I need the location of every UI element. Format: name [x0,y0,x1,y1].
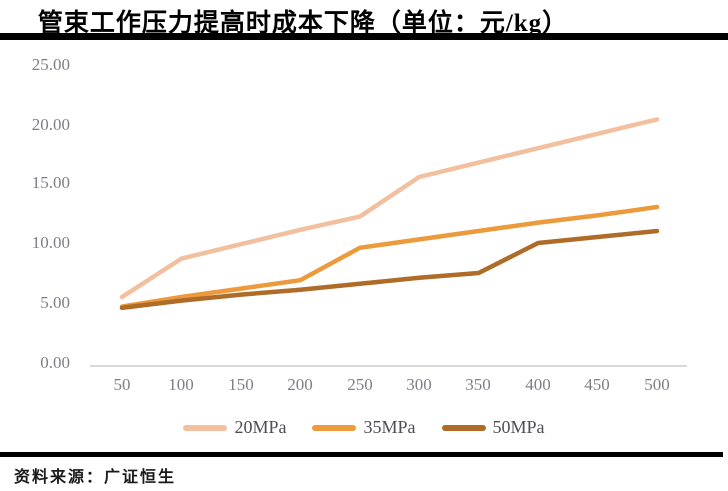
series-line-35MPa [119,204,660,309]
chart-title: 管束工作压力提高时成本下降（单位：元/kg） [37,10,569,37]
legend-item-20mpa: 20MPa [183,417,286,438]
legend-swatch-35mpa [312,424,357,431]
legend-label-20mpa: 20MPa [234,417,287,437]
series-line-20MPa [119,117,660,300]
x-tick-label: 400 [525,375,551,394]
x-tick-label: 350 [465,375,491,394]
legend: 20MPa 35MPa 50MPa [0,417,728,438]
y-tick-label: 15.00 [31,173,70,192]
x-tick-label: 250 [347,375,373,394]
x-tick-label: 50 [113,375,131,394]
y-tick-label: 0.00 [40,353,70,372]
x-axis-line [90,365,687,367]
y-tick-label: 20.00 [31,115,70,134]
x-tick-label: 300 [406,375,432,394]
x-tick-label: 100 [168,375,194,394]
y-tick-label: 10.00 [31,233,70,252]
title-divider-rule [0,33,728,40]
series-line-50MPa [119,228,660,311]
legend-swatch-20mpa [183,424,228,431]
x-tick-label: 450 [584,375,610,394]
y-tick-label: 25.00 [31,55,70,74]
x-tick-label: 500 [644,375,670,394]
legend-label-50mpa: 50MPa [492,417,545,437]
legend-label-35mpa: 35MPa [363,417,416,437]
legend-item-50mpa: 50MPa [441,417,545,438]
footer-divider-rule [0,452,723,457]
y-tick-label: 5.00 [40,293,70,312]
x-tick-label: 150 [228,375,254,394]
legend-swatch-50mpa [441,424,486,431]
x-tick-label: 200 [287,375,313,394]
legend-item-35mpa: 35MPa [312,417,416,438]
source-attribution: 资料来源：广证恒生 [14,469,177,486]
